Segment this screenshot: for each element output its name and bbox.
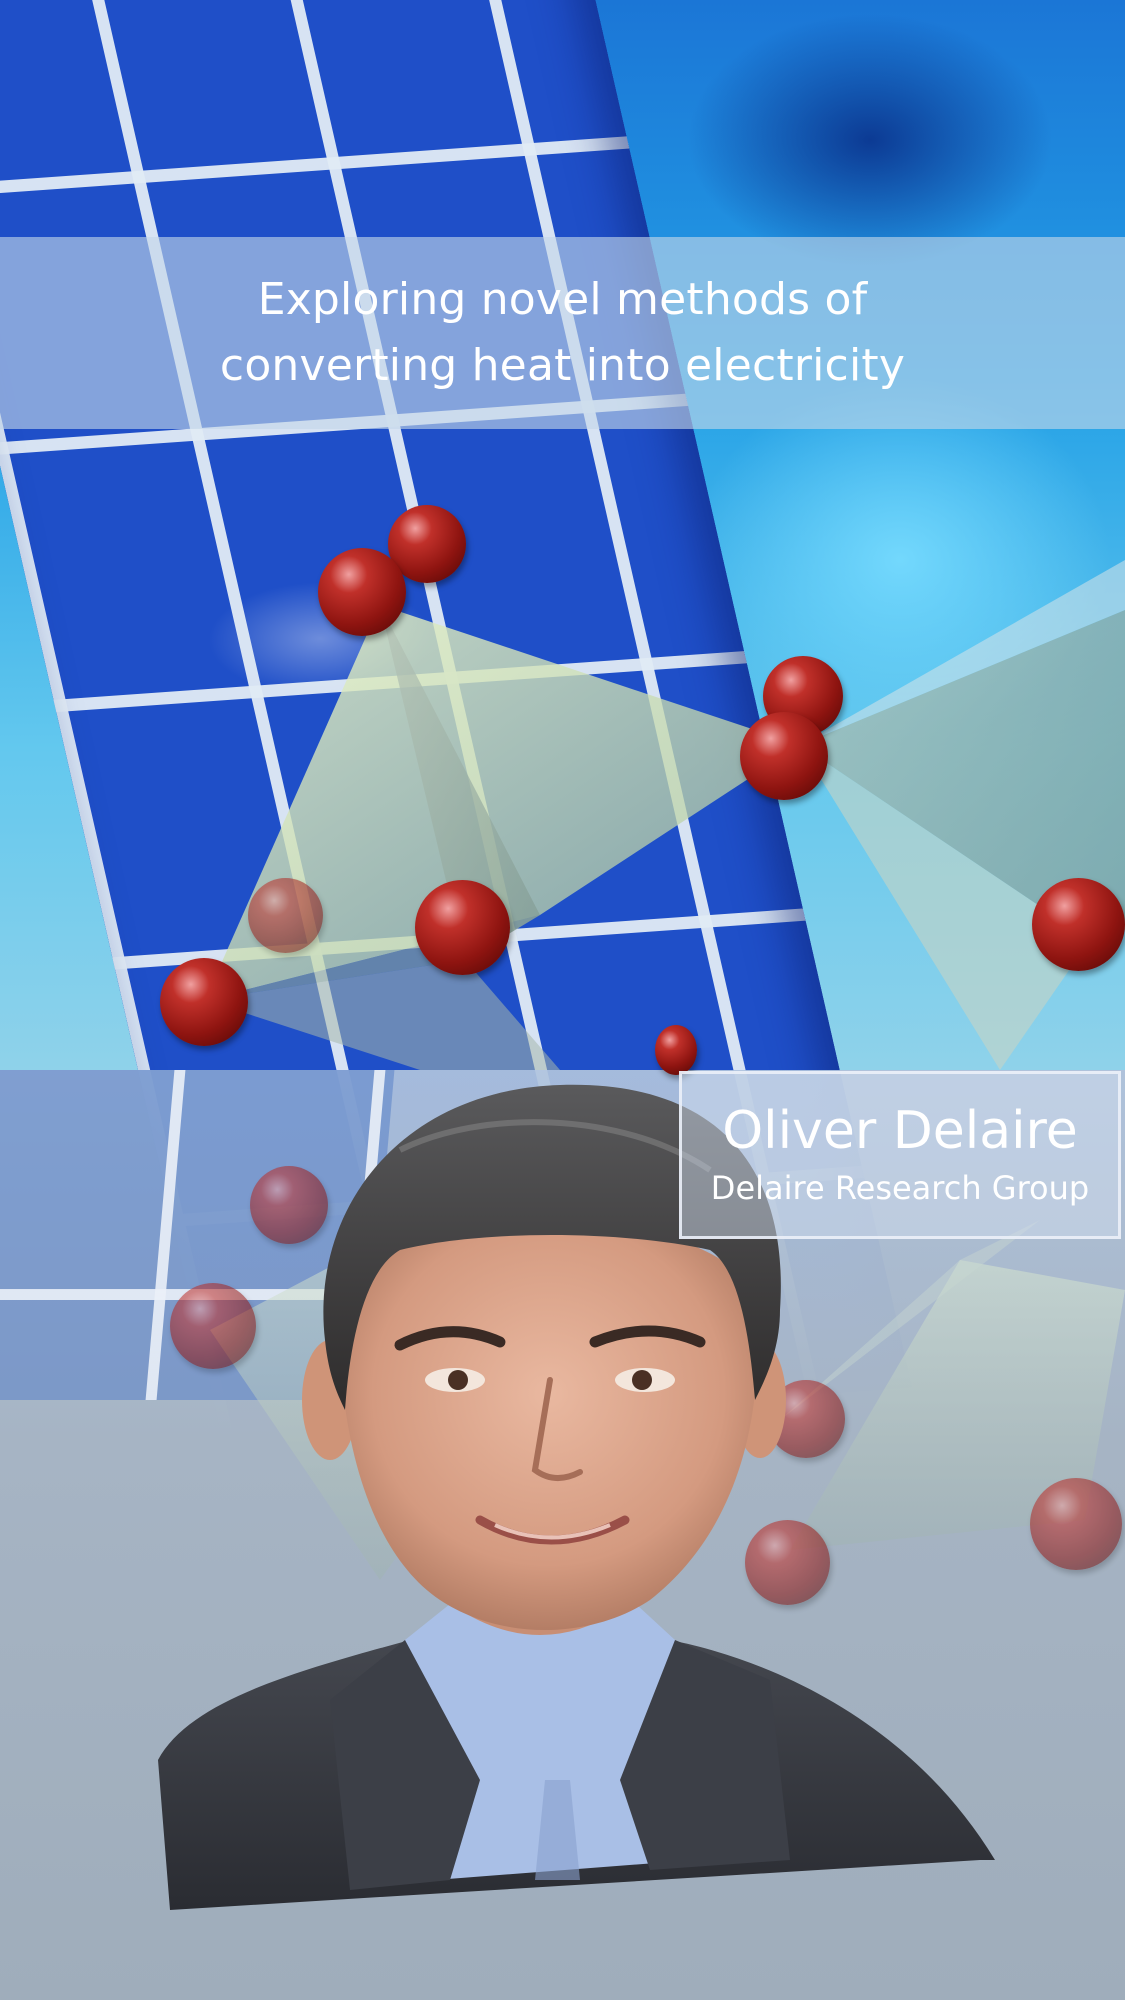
- person-name: Oliver Delaire: [722, 1101, 1078, 1161]
- name-card: Oliver Delaire Delaire Research Group: [679, 1071, 1121, 1239]
- portrait-photo: [158, 1084, 995, 1910]
- atom-sphere: [388, 505, 466, 583]
- atom-sphere: [740, 712, 828, 800]
- atom-sphere: [160, 958, 248, 1046]
- atom-sphere: [745, 1520, 830, 1605]
- atom-sphere: [1030, 1478, 1122, 1570]
- atom-sphere: [318, 548, 406, 636]
- atom-sphere: [250, 1166, 328, 1244]
- atom-sphere: [170, 1283, 256, 1369]
- title-banner: Exploring novel methods of converting he…: [0, 237, 1125, 429]
- atom-sphere: [655, 1025, 697, 1075]
- atom-sphere: [415, 880, 510, 975]
- atom-sphere: [248, 878, 323, 953]
- research-group-name: Delaire Research Group: [710, 1169, 1090, 1207]
- banner-headline: Exploring novel methods of converting he…: [219, 274, 906, 391]
- atom-sphere: [1032, 878, 1125, 971]
